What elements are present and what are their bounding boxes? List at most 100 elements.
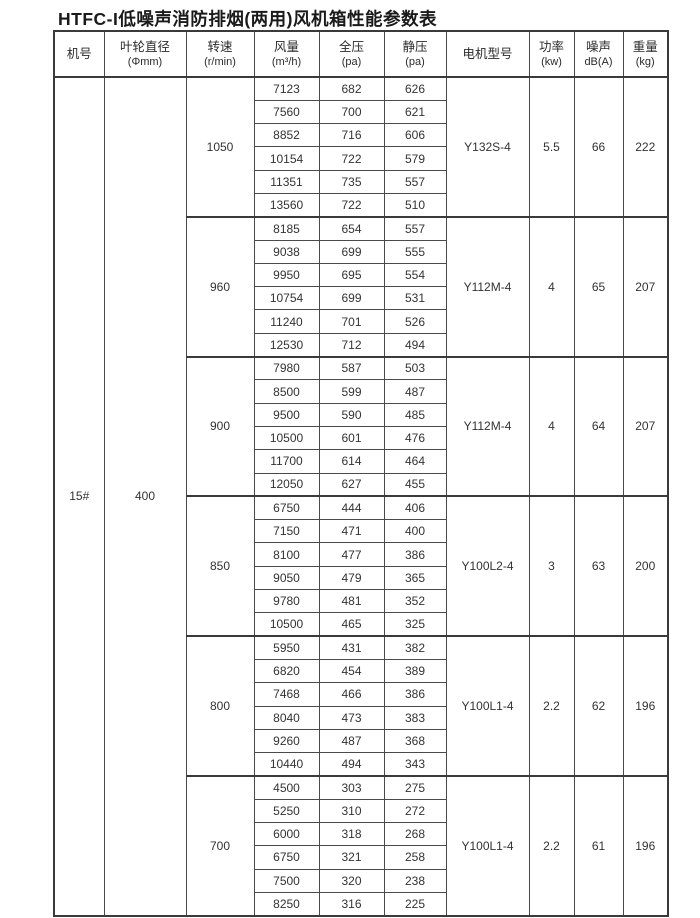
motor-model-cell: Y100L1-4 — [445, 774, 530, 917]
total-pressure-cell: 627 — [318, 472, 385, 497]
static-pressure-cell: 476 — [383, 425, 447, 451]
air-volume-cell: 9050 — [253, 565, 320, 591]
header-unit: dB(A) — [584, 55, 613, 68]
static-pressure-cell: 268 — [383, 821, 447, 847]
table-body: 15# 400 1050 7123 682 626 Y132S-4 5.5 66 222 7560 7… — [53, 76, 669, 917]
total-pressure-cell: 321 — [318, 845, 385, 870]
header-weight: 重量 (kg) — [622, 30, 669, 78]
total-pressure-cell: 587 — [318, 355, 385, 381]
total-pressure-cell: 471 — [318, 519, 385, 544]
weight-cell: 196 — [622, 635, 669, 777]
static-pressure-cell: 386 — [383, 542, 447, 567]
noise-cell: 62 — [573, 635, 624, 777]
header-air-volume: 风量 (m³/h) — [253, 30, 320, 78]
static-pressure-cell: 389 — [383, 658, 447, 684]
air-volume-cell: 8100 — [253, 542, 320, 567]
total-pressure-cell: 682 — [318, 76, 385, 101]
noise-cell: 64 — [573, 355, 624, 497]
header-label: 叶轮直径 — [119, 39, 170, 54]
air-volume-cell: 9038 — [253, 239, 320, 264]
header-label: 静压 — [402, 39, 428, 54]
static-pressure-cell: 382 — [383, 635, 447, 660]
header-label: 重量 — [632, 39, 658, 54]
header-unit: (r/min) — [204, 55, 236, 68]
power-cell: 2.2 — [528, 774, 575, 917]
impeller-diameter-cell: 400 — [103, 76, 187, 917]
motor-model-cell: Y112M-4 — [445, 215, 530, 358]
header-total-pressure: 全压 (pa) — [318, 30, 385, 78]
table-row: 7468 466 386 — [54, 682, 668, 707]
air-volume-cell: 8040 — [253, 705, 320, 730]
total-pressure-cell: 473 — [318, 705, 385, 730]
static-pressure-cell: 455 — [383, 472, 447, 497]
total-pressure-cell: 454 — [318, 658, 385, 684]
header-label: 机号 — [66, 46, 92, 61]
header-machine-no: 机号 — [53, 30, 105, 78]
noise-cell: 61 — [573, 774, 624, 917]
total-pressure-cell: 487 — [318, 728, 385, 754]
table-row: 9050 479 365 — [54, 565, 668, 591]
air-volume-cell: 6000 — [253, 821, 320, 847]
air-volume-cell: 10154 — [253, 146, 320, 171]
power-cell: 2.2 — [528, 635, 575, 777]
weight-cell: 207 — [622, 215, 669, 358]
total-pressure-cell: 699 — [318, 239, 385, 264]
table-row: 8852 716 606 — [54, 123, 668, 148]
table-row: 9260 487 368 — [54, 728, 668, 754]
air-volume-cell: 4500 — [253, 774, 320, 800]
motor-model-cell: Y100L2-4 — [445, 495, 530, 637]
table-row: 7560 700 621 — [54, 99, 668, 125]
static-pressure-cell: 368 — [383, 728, 447, 754]
page-title: HTFC-I低噪声消防排烟(两用)风机箱性能参数表 — [58, 9, 437, 29]
header-label: 电机型号 — [462, 46, 513, 61]
table-row: 7500 320 238 — [54, 868, 668, 893]
static-pressure-cell: 557 — [383, 169, 447, 194]
table-row: 700 4500 303 275 Y100L1-4 2.2 61 196 — [54, 774, 669, 917]
header-unit: (kg) — [635, 55, 655, 68]
weight-cell: 196 — [622, 774, 669, 917]
machine-no-cell: 15# — [53, 76, 105, 917]
header-label: 风量 — [273, 39, 299, 54]
air-volume-cell: 8185 — [253, 215, 320, 241]
speed-cell: 1050 — [185, 76, 255, 218]
static-pressure-cell: 626 — [383, 76, 447, 101]
air-volume-cell: 10754 — [253, 286, 320, 311]
motor-model-cell: Y132S-4 — [445, 76, 530, 218]
speed-cell: 900 — [185, 355, 255, 497]
total-pressure-cell: 599 — [318, 379, 385, 404]
air-volume-cell: 6750 — [253, 845, 320, 870]
speed-cell: 700 — [185, 774, 255, 917]
header-power: 功率 (kw) — [528, 30, 575, 78]
total-pressure-cell: 590 — [318, 402, 385, 427]
total-pressure-cell: 700 — [318, 99, 385, 125]
weight-cell: 207 — [622, 355, 669, 497]
static-pressure-cell: 487 — [383, 379, 447, 404]
air-volume-cell: 12530 — [253, 332, 320, 358]
air-volume-cell: 6820 — [253, 658, 320, 684]
static-pressure-cell: 579 — [383, 146, 447, 171]
table-row: 6750 321 258 — [54, 845, 668, 870]
air-volume-cell: 13560 — [253, 192, 320, 218]
total-pressure-cell: 614 — [318, 449, 385, 474]
total-pressure-cell: 701 — [318, 309, 385, 334]
table-row: 960 8185 654 557 Y112M-4 4 65 207 — [54, 215, 669, 358]
total-pressure-cell: 466 — [318, 682, 385, 707]
static-pressure-cell: 238 — [383, 868, 447, 893]
static-pressure-cell: 225 — [383, 891, 447, 917]
total-pressure-cell: 481 — [318, 589, 385, 614]
static-pressure-cell: 510 — [383, 192, 447, 218]
total-pressure-cell: 477 — [318, 542, 385, 567]
air-volume-cell: 10500 — [253, 612, 320, 637]
header-label: 功率 — [538, 39, 564, 54]
static-pressure-cell: 258 — [383, 845, 447, 870]
header-unit: (kw) — [541, 55, 562, 68]
header-unit: (m³/h) — [271, 55, 302, 68]
speed-cell: 850 — [185, 495, 255, 637]
header-unit: (Φmm) — [127, 55, 163, 68]
table-row: 9780 481 352 — [54, 589, 668, 614]
header-label: 全压 — [338, 39, 364, 54]
air-volume-cell: 5250 — [253, 798, 320, 824]
air-volume-cell: 11240 — [253, 309, 320, 334]
static-pressure-cell: 325 — [383, 612, 447, 637]
air-volume-cell: 9260 — [253, 728, 320, 754]
